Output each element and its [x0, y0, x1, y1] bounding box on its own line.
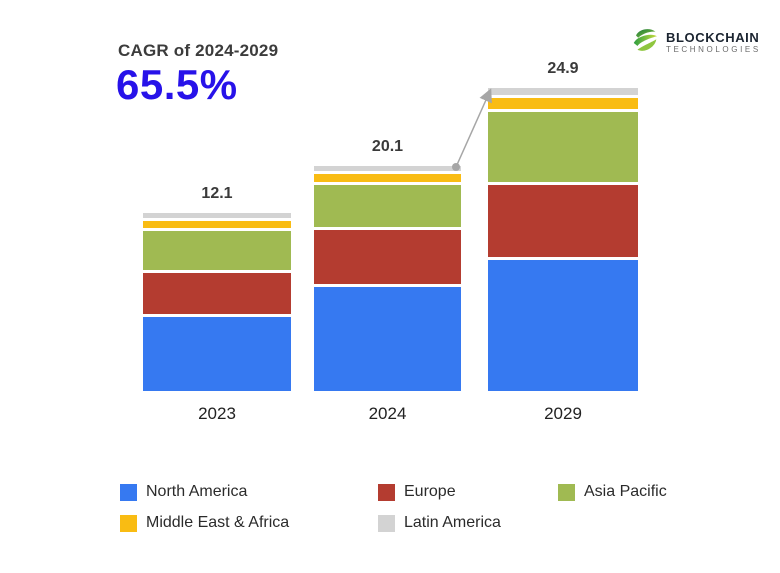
category-label-2029: 2029 — [544, 404, 582, 423]
legend-label-middle-east-africa: Middle East & Africa — [146, 514, 290, 531]
legend-item-latin-america: Latin America — [378, 512, 501, 534]
bar-segment-2023-north-america — [143, 316, 291, 391]
total-label-2029: 24.9 — [547, 60, 579, 77]
legend-label-asia-pacific: Asia Pacific — [584, 483, 667, 500]
cagr-label: CAGR of 2024-2029 — [118, 41, 279, 60]
legend-swatch-latin-america — [378, 514, 395, 532]
cagr-value: 65.5% — [116, 61, 238, 108]
legend-item-europe: Europe — [378, 481, 456, 503]
bar-segment-2023-middle-east-africa — [143, 221, 291, 229]
bar-segment-2029-middle-east-africa — [488, 98, 638, 109]
legend-swatch-north-america — [120, 483, 137, 501]
bar-segment-2023-asia-pacific — [143, 231, 291, 270]
logo-text: BLOCKCHAIN TECHNOLOGIES — [666, 30, 761, 55]
green-swirl-sphere-icon — [630, 24, 660, 61]
legend-swatch-europe — [378, 483, 395, 501]
bar-segment-2023-latin-america — [143, 213, 291, 219]
bar-segment-2024-north-america — [314, 287, 461, 391]
legend-item-asia-pacific: Asia Pacific — [558, 481, 667, 503]
logo-name: BLOCKCHAIN — [666, 30, 760, 45]
legend-swatch-middle-east-africa — [120, 514, 137, 532]
bar-segment-2024-latin-america — [314, 166, 461, 172]
bar-segment-2024-europe — [314, 230, 461, 285]
total-label-2024: 20.1 — [371, 138, 404, 155]
bar-segment-2023-europe — [143, 272, 291, 314]
legend-item-north-america: North America — [120, 481, 247, 503]
bar-segment-2029-latin-america — [488, 88, 638, 95]
legend-label-north-america: North America — [146, 483, 248, 500]
legend-label-europe: Europe — [404, 483, 456, 500]
legend-swatch-asia-pacific — [558, 483, 575, 501]
legend-item-middle-east-africa: Middle East & Africa — [120, 512, 289, 534]
bar-segment-2029-north-america — [488, 260, 638, 391]
total-label-2023: 12.1 — [201, 185, 233, 202]
legend-label-latin-america: Latin America — [404, 514, 501, 531]
bar-segment-2024-middle-east-africa — [314, 174, 461, 182]
logo-subtitle: TECHNOLOGIES — [666, 45, 761, 54]
logo: BLOCKCHAIN TECHNOLOGIES — [630, 24, 761, 61]
category-label-2023: 2023 — [198, 404, 236, 423]
bar-segment-2029-europe — [488, 184, 638, 258]
category-label-2024: 2024 — [368, 404, 407, 423]
bar-segment-2024-asia-pacific — [314, 184, 461, 228]
bar-segment-2029-asia-pacific — [488, 111, 638, 182]
